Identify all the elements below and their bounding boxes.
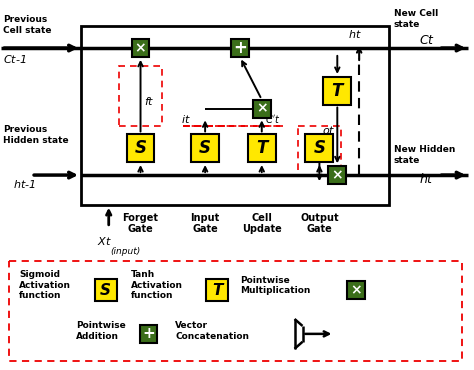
Text: $ht$-1: $ht$-1 bbox=[13, 178, 36, 190]
Text: T: T bbox=[332, 82, 343, 100]
Text: $Xt$: $Xt$ bbox=[97, 235, 112, 247]
Text: $Ct$-1: $Ct$-1 bbox=[3, 53, 27, 65]
Bar bbox=[9, 262, 462, 361]
FancyBboxPatch shape bbox=[127, 134, 155, 162]
FancyBboxPatch shape bbox=[132, 39, 149, 57]
Text: S: S bbox=[100, 283, 111, 298]
Text: Forget
Gate: Forget Gate bbox=[122, 213, 158, 234]
Text: $ft$: $ft$ bbox=[145, 95, 155, 107]
Text: Vector
Concatenation: Vector Concatenation bbox=[175, 321, 249, 341]
Text: $C't$: $C't$ bbox=[265, 112, 281, 124]
Bar bbox=[118, 66, 163, 127]
Text: $ht$: $ht$ bbox=[419, 172, 434, 186]
FancyBboxPatch shape bbox=[248, 134, 276, 162]
Text: S: S bbox=[313, 139, 326, 157]
FancyBboxPatch shape bbox=[206, 279, 228, 301]
Text: Tanh
Activation
function: Tanh Activation function bbox=[130, 270, 182, 300]
Text: $ot$: $ot$ bbox=[322, 124, 336, 137]
Text: $Ct$: $Ct$ bbox=[419, 34, 435, 47]
Text: Previous
Hidden state: Previous Hidden state bbox=[3, 125, 69, 145]
Text: $ht$: $ht$ bbox=[348, 28, 362, 40]
FancyBboxPatch shape bbox=[231, 39, 249, 57]
Text: T: T bbox=[256, 139, 267, 157]
Bar bbox=[81, 26, 389, 205]
Text: Input
Gate: Input Gate bbox=[191, 213, 220, 234]
Text: New Cell
state: New Cell state bbox=[394, 9, 438, 29]
Text: Previous
Cell state: Previous Cell state bbox=[3, 15, 52, 35]
FancyBboxPatch shape bbox=[95, 279, 117, 301]
Text: S: S bbox=[199, 139, 211, 157]
Text: S: S bbox=[135, 139, 146, 157]
Text: ×: × bbox=[256, 102, 268, 115]
Text: Cell
Update: Cell Update bbox=[242, 213, 282, 234]
Text: +: + bbox=[233, 39, 247, 57]
Text: Sigmoid
Activation
function: Sigmoid Activation function bbox=[19, 270, 71, 300]
FancyBboxPatch shape bbox=[306, 134, 333, 162]
Text: $it$: $it$ bbox=[182, 112, 191, 124]
Text: ×: × bbox=[135, 41, 146, 55]
Text: Pointwise
Addition: Pointwise Addition bbox=[76, 321, 126, 341]
Text: Output
Gate: Output Gate bbox=[300, 213, 339, 234]
Text: New Hidden
state: New Hidden state bbox=[394, 145, 456, 165]
Text: +: + bbox=[142, 326, 155, 342]
FancyBboxPatch shape bbox=[139, 325, 157, 343]
Text: Pointwise
Multiplication: Pointwise Multiplication bbox=[240, 276, 310, 295]
Text: ×: × bbox=[331, 168, 343, 182]
FancyBboxPatch shape bbox=[191, 134, 219, 162]
FancyBboxPatch shape bbox=[347, 281, 365, 299]
Text: ×: × bbox=[350, 283, 362, 297]
FancyBboxPatch shape bbox=[328, 166, 346, 184]
FancyBboxPatch shape bbox=[253, 100, 271, 118]
Text: (input): (input) bbox=[111, 246, 141, 256]
Text: T: T bbox=[212, 283, 222, 298]
FancyBboxPatch shape bbox=[323, 77, 351, 105]
Bar bbox=[298, 127, 341, 175]
